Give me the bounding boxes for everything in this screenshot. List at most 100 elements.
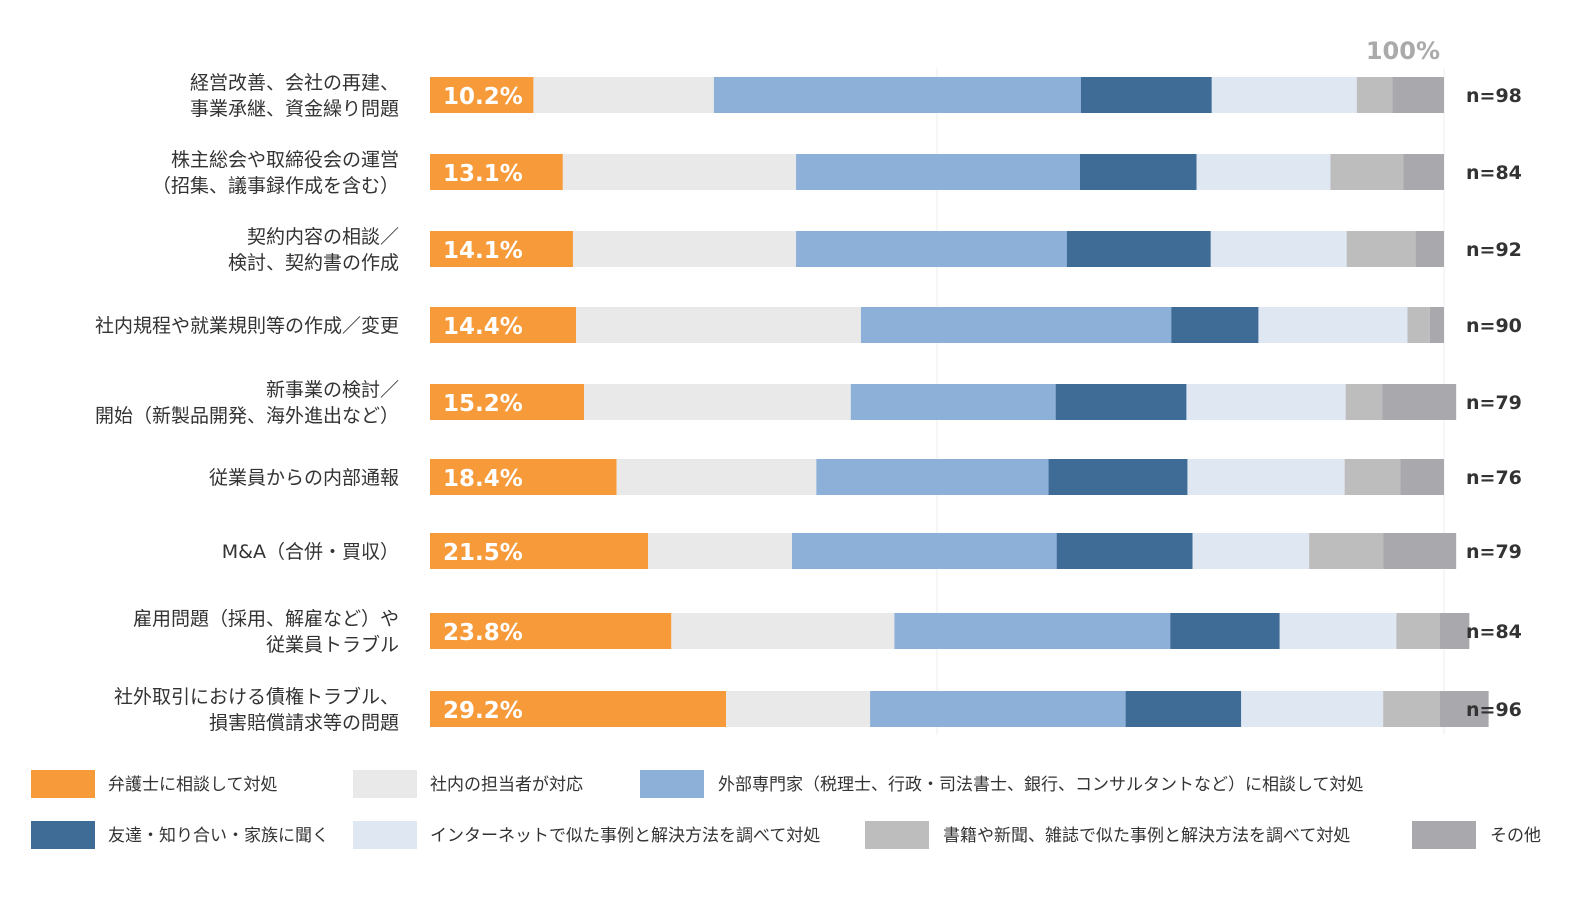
category-label: （招集、議事録作成を含む） [152, 175, 399, 197]
bar-segment [1125, 691, 1242, 727]
data-label: 29.2% [443, 698, 523, 724]
bar-segment [616, 459, 817, 495]
legend-swatch [31, 770, 95, 798]
bar-segment [1344, 459, 1401, 495]
bar-segment [430, 154, 563, 190]
bar-segment [1056, 533, 1193, 569]
bar-segment [1356, 77, 1393, 113]
bar-segment [1241, 691, 1384, 727]
bar-segment [1439, 691, 1489, 727]
data-label: 23.8% [443, 620, 523, 646]
category-label: 損害賠償請求等の問題 [209, 712, 399, 734]
category-label: 事業承継、資金繰り問題 [190, 98, 399, 120]
bar-segment [1279, 613, 1397, 649]
bar-segment [713, 77, 1081, 113]
bar-segment [1048, 459, 1188, 495]
data-label: 14.1% [443, 238, 523, 264]
category-label: 新事業の検討／ [266, 379, 399, 401]
bar-segment [430, 691, 727, 727]
data-label: 10.2% [443, 84, 523, 110]
bar-segment [430, 533, 649, 569]
bar-segment [1400, 459, 1444, 495]
sample-size-label: n=79 [1466, 541, 1522, 563]
bar-segment [1396, 613, 1440, 649]
legend: 弁護士に相談して対処 社内の担当者が対応 外部専門家（税理士、行政・司法書士、銀行、… [31, 770, 1541, 849]
bar-segment [430, 77, 534, 113]
bar-segment [1210, 231, 1347, 267]
sample-size-label: n=96 [1466, 699, 1522, 721]
bar-segment [430, 307, 577, 343]
category-label: 経営改善、会社の再建、 [190, 72, 399, 94]
bar-segment [1392, 77, 1444, 113]
legend-label: 社内の担当者が対応 [430, 775, 583, 795]
sample-size-label: n=84 [1466, 621, 1522, 643]
bar-segment [562, 154, 797, 190]
bar-segment [1170, 613, 1280, 649]
bar-segment [1346, 231, 1416, 267]
bar-rows: 経営改善、会社の再建、事業承継、資金繰り問題 10.2% n=98 株主総会や取締役会… [95, 72, 1522, 734]
bar-segment [1196, 154, 1331, 190]
legend-swatch [353, 821, 417, 849]
bar-segment [1429, 307, 1444, 343]
bar-segment [430, 459, 617, 495]
bar-segment [430, 384, 585, 420]
bar-segment [1383, 533, 1457, 569]
bar-segment [533, 77, 714, 113]
sample-size-label: n=84 [1466, 162, 1522, 184]
category-label: 社内規程や就業規則等の作成／変更 [95, 315, 399, 337]
legend-label: 弁護士に相談して対処 [108, 775, 278, 795]
legend-label: 外部専門家（税理士、行政・司法書士、銀行、コンサルタントなど）に相談して対処 [718, 775, 1364, 795]
bar-segment [850, 384, 1056, 420]
legend-swatch [865, 821, 929, 849]
bar-segment [1345, 384, 1383, 420]
bar-segment [796, 154, 1080, 190]
top-scale-label: 100% [1366, 37, 1440, 65]
bar-segment [870, 691, 1126, 727]
bar-segment [671, 613, 895, 649]
bar-segment [894, 613, 1171, 649]
legend-label: インターネットで似た事例と解決方法を調べて対処 [430, 826, 820, 846]
bar-segment [1407, 307, 1430, 343]
bar-segment [584, 384, 851, 420]
data-label: 18.4% [443, 466, 523, 492]
legend-label: 書籍や新聞、雑誌で似た事例と解決方法を調べて対処 [943, 826, 1350, 846]
bar-segment [576, 307, 861, 343]
category-label: 雇用問題（採用、解雇など）や [133, 608, 399, 630]
sample-size-label: n=79 [1466, 392, 1522, 414]
bar-segment [1309, 533, 1384, 569]
category-label: 社外取引における債権トラブル、 [114, 685, 399, 708]
bar-segment [1192, 533, 1310, 569]
bar-segment [816, 459, 1049, 495]
bar-segment [1080, 77, 1212, 113]
bar-segment [726, 691, 871, 727]
bar-segment [648, 533, 792, 569]
sample-size-label: n=92 [1466, 239, 1522, 261]
data-label: 21.5% [443, 540, 523, 566]
bar-segment [1079, 154, 1197, 190]
bar-segment [1258, 307, 1408, 343]
bar-segment [430, 613, 672, 649]
category-label: 検討、契約書の作成 [228, 252, 399, 274]
sample-size-label: n=98 [1466, 85, 1522, 107]
bar-segment [796, 231, 1067, 267]
bar-segment [791, 533, 1057, 569]
bar-segment [1383, 691, 1440, 727]
bar-segment [572, 231, 797, 267]
category-label: 株主総会や取締役会の運営 [171, 149, 399, 171]
data-label: 15.2% [443, 391, 523, 417]
bar-segment [1415, 231, 1444, 267]
bar-segment [1330, 154, 1404, 190]
legend-swatch [1412, 821, 1476, 849]
bar-segment [430, 231, 573, 267]
bar-segment [1211, 77, 1357, 113]
data-label: 13.1% [443, 161, 523, 187]
legend-swatch [353, 770, 417, 798]
category-label: M&A（合併・買収） [222, 541, 399, 563]
legend-swatch [31, 821, 95, 849]
category-label: 従業員からの内部通報 [209, 467, 399, 489]
category-label: 契約内容の相談／ [247, 226, 399, 248]
bar-segment [1066, 231, 1211, 267]
legend-swatch [640, 770, 704, 798]
legend-label: 友達・知り合い・家族に聞く [108, 826, 329, 846]
